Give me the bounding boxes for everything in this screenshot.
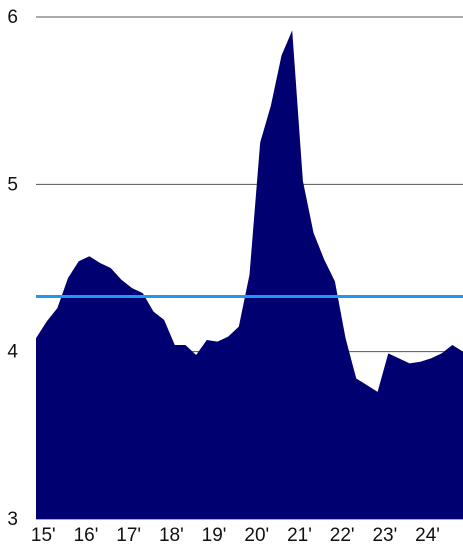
y-tick-label-6: 6 (7, 7, 18, 28)
x-tick-label-0: 15' (31, 525, 56, 546)
y-axis-tick-labels: 3 4 5 6 (7, 7, 18, 530)
y-tick-label-3: 3 (7, 509, 18, 530)
x-tick-label-4: 19' (202, 525, 227, 546)
y-tick-label-4: 4 (7, 342, 18, 363)
x-tick-label-3: 18' (159, 525, 184, 546)
x-axis-tick-labels: 15' 16' 17' 18' 19' 20' 21' 22' 23' 24' (31, 525, 440, 546)
area-series (36, 30, 463, 519)
x-tick-label-2: 17' (116, 525, 141, 546)
y-tick-label-5: 5 (7, 174, 18, 195)
x-tick-label-9: 24' (415, 525, 440, 546)
x-tick-label-1: 16' (74, 525, 99, 546)
x-tick-label-7: 22' (330, 525, 355, 546)
area-series-0 (36, 30, 463, 519)
x-tick-label-5: 20' (244, 525, 269, 546)
x-tick-label-6: 21' (287, 525, 312, 546)
x-tick-label-8: 23' (372, 525, 397, 546)
